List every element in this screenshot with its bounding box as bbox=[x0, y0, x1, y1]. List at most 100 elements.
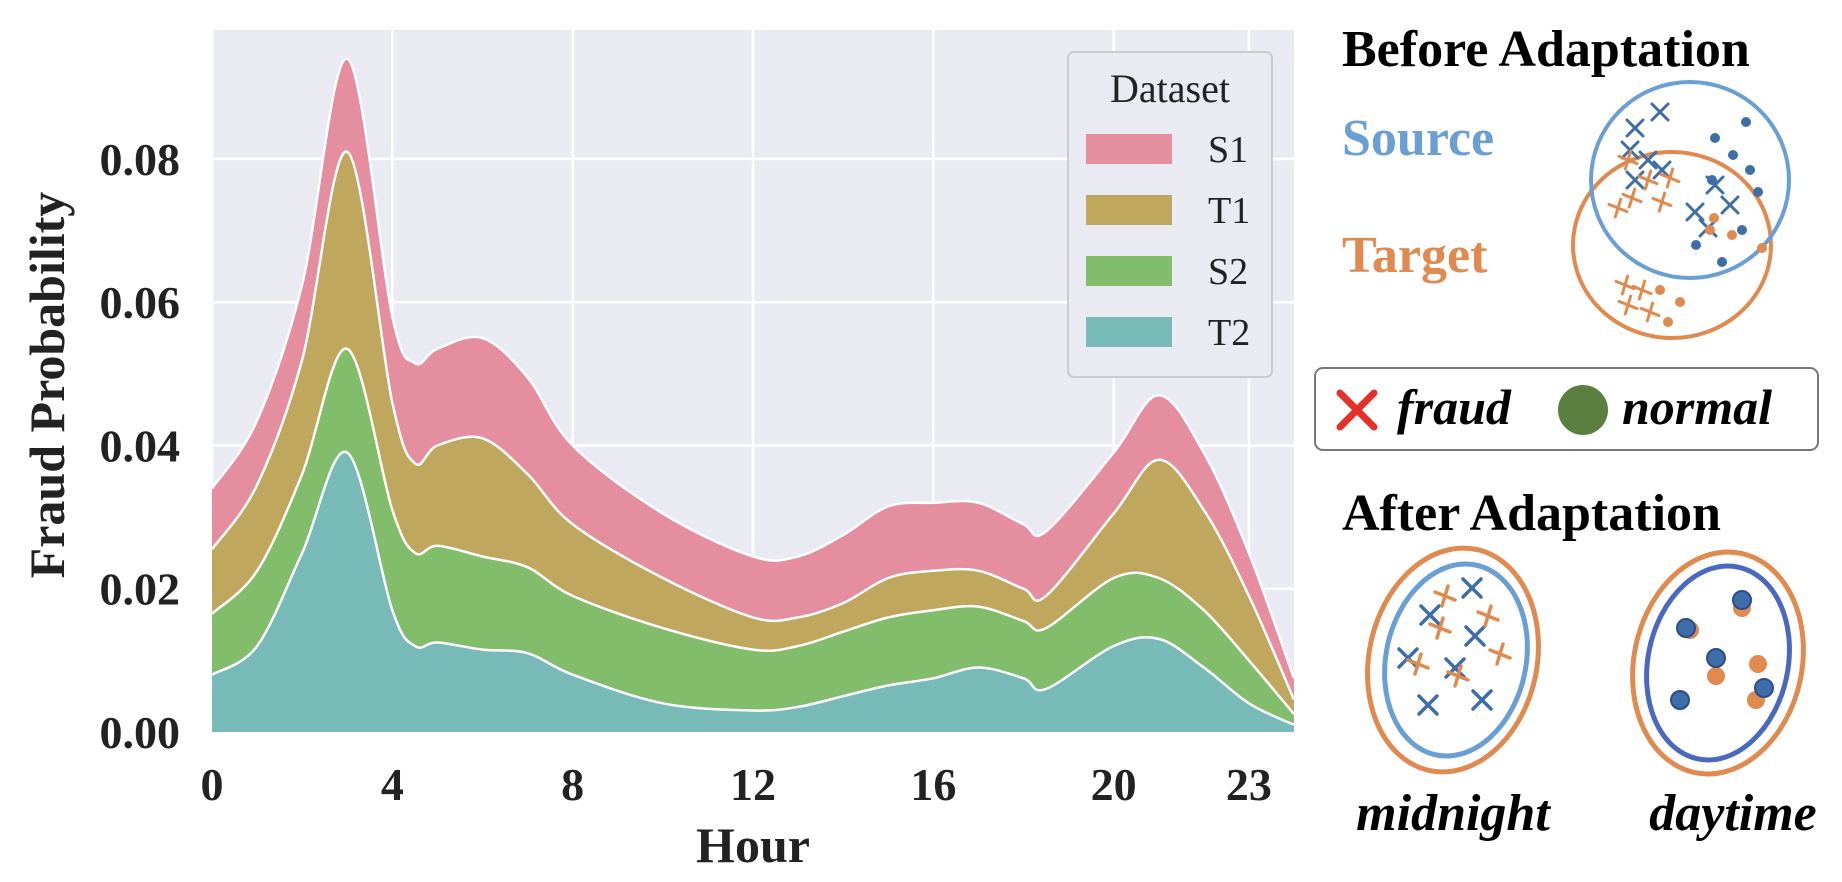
midnight-cluster bbox=[1365, 545, 1541, 775]
dot-marker bbox=[1663, 317, 1673, 327]
dot-marker bbox=[1705, 225, 1715, 235]
cross-marker bbox=[1419, 604, 1441, 626]
target-label: Target bbox=[1342, 227, 1488, 284]
dot-marker bbox=[1707, 667, 1725, 685]
dot-marker bbox=[1709, 213, 1719, 223]
dot-marker bbox=[1691, 240, 1701, 250]
x-tick-labels: 0 4 8 12 16 20 23 bbox=[201, 759, 1272, 810]
area-S1 bbox=[212, 58, 1294, 700]
dot-marker bbox=[1717, 257, 1727, 267]
area-edge-T1 bbox=[210, 150, 1296, 701]
cross-marker bbox=[1685, 202, 1705, 222]
dot-marker bbox=[1753, 187, 1763, 197]
midnight-target-ellipse bbox=[1365, 545, 1541, 775]
x-tick-label: 8 bbox=[561, 759, 584, 810]
dot-marker bbox=[1754, 678, 1774, 698]
plus-marker bbox=[1476, 604, 1500, 628]
legend-title: Dataset bbox=[1110, 66, 1230, 111]
cross-marker bbox=[1625, 118, 1645, 138]
plus-marker bbox=[1637, 169, 1659, 191]
plus-marker bbox=[1433, 584, 1457, 608]
dot-marker bbox=[1732, 590, 1752, 610]
x-tick-label: 20 bbox=[1091, 759, 1137, 810]
cross-marker bbox=[1720, 195, 1740, 215]
legend: Dataset S1 T1 S2 T2 bbox=[1067, 51, 1273, 378]
cross-marker bbox=[1417, 694, 1439, 716]
source-label: Source bbox=[1342, 110, 1494, 167]
y-tick-label: 0.02 bbox=[100, 564, 181, 615]
plus-marker bbox=[1621, 187, 1643, 209]
dot-marker bbox=[1676, 618, 1696, 638]
stacked-area-chart: 0 4 8 12 16 20 23 0.00 0.02 0.04 0.06 0.08 Hour Fr… bbox=[19, 30, 1296, 873]
marker-key: fraud normal bbox=[1314, 367, 1819, 451]
x-tick-label: 4 bbox=[381, 759, 404, 810]
cross-icon bbox=[1336, 389, 1378, 431]
y-axis-label: Fraud Probability bbox=[19, 192, 75, 579]
x-tick-label: 23 bbox=[1226, 759, 1272, 810]
before-markers bbox=[1607, 102, 1767, 327]
y-tick-label: 0.06 bbox=[100, 277, 181, 328]
dot-marker bbox=[1728, 150, 1738, 160]
legend-swatch-S2 bbox=[1086, 256, 1172, 286]
x-axis-label: Hour bbox=[696, 817, 810, 873]
legend-swatch-T1 bbox=[1086, 195, 1172, 225]
before-adaptation-diagram bbox=[1571, 80, 1791, 340]
dot-marker bbox=[1710, 133, 1720, 143]
dot-marker bbox=[1757, 243, 1767, 253]
key-normal-label: normal bbox=[1622, 379, 1772, 435]
dot-marker bbox=[1670, 690, 1690, 710]
key-fraud-label: fraud bbox=[1397, 379, 1512, 435]
dot-marker bbox=[1741, 117, 1751, 127]
before-adaptation-title: Before Adaptation bbox=[1342, 21, 1750, 78]
dot-marker bbox=[1675, 297, 1685, 307]
area-edge-S2 bbox=[211, 347, 1295, 715]
plus-marker bbox=[1406, 652, 1430, 676]
cross-marker bbox=[1625, 170, 1645, 190]
dot-marker bbox=[1706, 648, 1726, 668]
y-tick-label: 0.08 bbox=[100, 134, 181, 185]
cross-marker bbox=[1471, 689, 1493, 711]
plus-marker bbox=[1488, 642, 1512, 666]
cross-icon-mark bbox=[1336, 389, 1378, 431]
plus-marker bbox=[1659, 167, 1681, 189]
midnight-source-ellipse bbox=[1382, 561, 1530, 759]
cross-marker bbox=[1638, 150, 1658, 170]
y-tick-label: 0.00 bbox=[100, 707, 181, 758]
area-T2 bbox=[212, 451, 1294, 732]
plus-marker bbox=[1617, 149, 1639, 171]
legend-label-S1: S1 bbox=[1208, 129, 1248, 171]
plus-marker bbox=[1614, 274, 1636, 296]
midnight-label: midnight bbox=[1356, 785, 1551, 842]
dot-marker bbox=[1745, 165, 1755, 175]
daytime-source-ellipse bbox=[1644, 563, 1792, 763]
area-series bbox=[210, 57, 1296, 732]
plus-marker bbox=[1446, 664, 1470, 688]
area-S2 bbox=[212, 348, 1294, 725]
dot-marker bbox=[1749, 655, 1767, 673]
plus-marker bbox=[1617, 294, 1639, 316]
dot-marker bbox=[1737, 225, 1747, 235]
dot-icon bbox=[1558, 385, 1608, 435]
legend-label-S2: S2 bbox=[1208, 251, 1248, 293]
daytime-target-ellipse bbox=[1630, 549, 1806, 777]
dot-marker bbox=[1655, 285, 1665, 295]
dot-marker bbox=[1727, 230, 1737, 240]
area-edge-T2 bbox=[211, 450, 1295, 726]
after-adaptation-title: After Adaptation bbox=[1342, 485, 1721, 542]
daytime-label: daytime bbox=[1649, 785, 1817, 842]
plus-marker bbox=[1607, 197, 1629, 219]
cross-marker bbox=[1461, 577, 1483, 599]
legend-swatch-S1 bbox=[1086, 134, 1172, 164]
source-domain-ellipse bbox=[1589, 80, 1791, 280]
legend-swatch-T2 bbox=[1086, 317, 1172, 347]
area-edge-S1 bbox=[210, 57, 1296, 679]
y-tick-labels: 0.00 0.02 0.04 0.06 0.08 bbox=[100, 134, 181, 758]
adaptation-schematic: Before Adaptation Source Target fraud no… bbox=[1314, 21, 1819, 842]
plus-marker bbox=[1428, 616, 1452, 640]
x-tick-label: 0 bbox=[201, 759, 224, 810]
cross-marker bbox=[1650, 102, 1670, 122]
y-tick-label: 0.04 bbox=[100, 420, 181, 471]
daytime-cluster bbox=[1630, 549, 1806, 777]
x-tick-label: 16 bbox=[910, 759, 956, 810]
